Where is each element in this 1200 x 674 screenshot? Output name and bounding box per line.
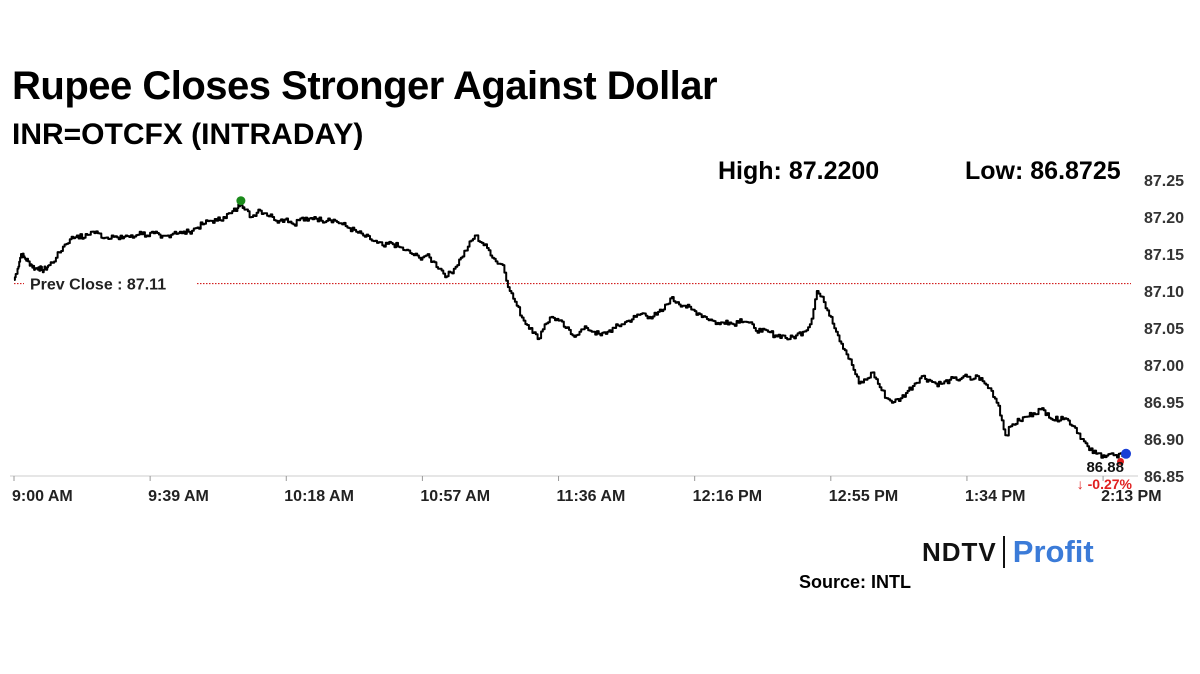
chart-subtitle: INR=OTCFX (INTRADAY) <box>12 118 364 151</box>
logo-profit-text: Profit <box>1012 534 1094 569</box>
last-value-label: 86.88 <box>1086 459 1124 476</box>
last-point-marker <box>1121 448 1132 459</box>
y-tick-label: 87.00 <box>1144 358 1184 375</box>
price-series-line <box>13 199 1125 459</box>
prev-close-label: Prev Close : 87.11 <box>30 277 166 294</box>
x-tick-label: 10:18 AM <box>284 488 354 505</box>
y-tick-label: 87.20 <box>1144 210 1184 227</box>
marker-layer: 86.88↓ -0.27% <box>236 196 1133 492</box>
y-tick-label: 87.25 <box>1144 173 1184 190</box>
x-tick-label: 9:00 AM <box>12 488 73 505</box>
high-value: High: 87.2200 <box>718 157 880 185</box>
change-label: ↓ -0.27% <box>1077 476 1133 492</box>
high-point-marker <box>236 196 246 206</box>
y-tick-label: 86.85 <box>1144 469 1184 486</box>
chart-title: Rupee Closes Stronger Against Dollar <box>12 64 718 108</box>
series-layer <box>13 199 1125 459</box>
y-tick-label: 87.10 <box>1144 284 1184 301</box>
x-tick-label: 2:13 PM <box>1101 488 1161 505</box>
logo-ndtv-text: NDTV <box>922 536 997 567</box>
ndtv-profit-logo: NDTV Profit <box>922 534 1094 570</box>
y-tick-label: 87.15 <box>1144 247 1184 264</box>
x-tick-label: 12:16 PM <box>693 488 762 505</box>
x-tick-label: 10:57 AM <box>420 488 490 505</box>
y-tick-label: 86.95 <box>1144 395 1184 412</box>
prev-close-label-bg <box>24 271 196 294</box>
y-tick-label: 87.05 <box>1144 321 1184 338</box>
source-note: Source: INTL <box>799 572 912 592</box>
axis-layer: 87.25 87.20 87.15 87.10 87.05 87.00 86.95 86.90… <box>10 173 1184 505</box>
x-tick-label: 9:39 AM <box>148 488 209 505</box>
low-value: Low: 86.8725 <box>965 157 1121 185</box>
y-tick-label: 86.90 <box>1144 432 1184 449</box>
x-tick-label: 12:55 PM <box>829 488 898 505</box>
logo-divider <box>1002 536 1005 568</box>
close-point-marker <box>1117 458 1125 465</box>
reference-layer: Prev Close : 87.11 <box>14 271 1131 294</box>
x-tick-label: 11:36 AM <box>557 488 626 505</box>
x-tick-label: 1:34 PM <box>965 488 1025 505</box>
